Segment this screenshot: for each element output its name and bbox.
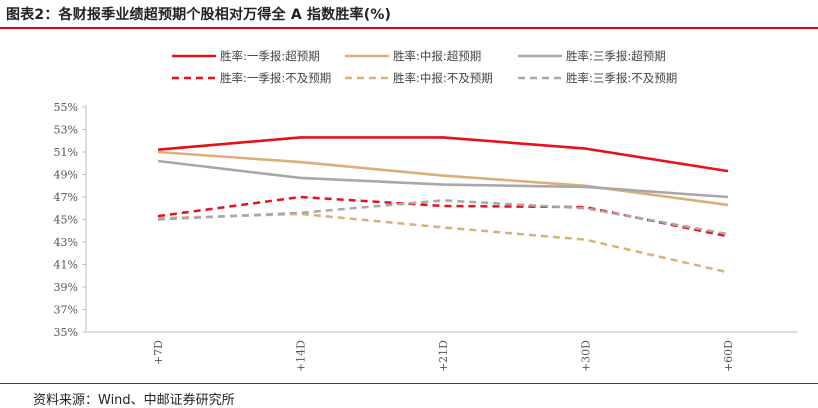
x-tick-label: +21D <box>437 340 450 372</box>
x-tick-label: +7D <box>152 340 165 365</box>
figure-title: 图表2：各财报季业绩超预期个股相对万得全 A 指数胜率(%) <box>6 7 392 23</box>
y-tick-label: 53% <box>54 124 78 137</box>
legend-label: 胜率:中报:超预期 <box>393 49 481 63</box>
title-rule <box>0 27 818 29</box>
footer-rule <box>0 383 818 384</box>
y-tick-label: 51% <box>54 146 78 159</box>
legend-label: 胜率:中报:不及预期 <box>393 71 493 85</box>
y-tick-label: 49% <box>54 169 78 182</box>
y-tick-label: 37% <box>54 304 78 317</box>
source-note: 资料来源：Wind、中邮证券研究所 <box>33 393 235 408</box>
series-line-3 <box>157 159 729 199</box>
chart-legend: 胜率:一季报:超预期 胜率:中报:超预期 胜率:三季报:超预期胜率:一季报:不及预期… <box>172 49 677 85</box>
y-tick-label: 45% <box>54 214 78 227</box>
y-tick-label: 43% <box>54 236 78 249</box>
x-tick-label: +30D <box>580 340 593 372</box>
x-tick-label: +14D <box>295 340 308 372</box>
series-line-1 <box>157 136 729 173</box>
y-tick-label: 39% <box>54 281 78 294</box>
series-line-5 <box>157 212 729 274</box>
plot-area <box>157 136 729 274</box>
x-tick-label: +60D <box>722 340 735 372</box>
series-line-2 <box>157 150 729 207</box>
x-axis: +7D +14D +21D +30D +60D <box>86 331 798 372</box>
y-tick-label: 55% <box>54 101 78 114</box>
line-chart: 胜率:一季报:超预期 胜率:中报:超预期 胜率:三季报:超预期胜率:一季报:不及预期… <box>54 49 798 372</box>
y-tick-label: 35% <box>54 326 78 339</box>
legend-label: 胜率:一季报:不及预期 <box>220 71 331 85</box>
legend-label: 胜率:三季报:超预期 <box>566 49 666 63</box>
legend-label: 胜率:一季报:超预期 <box>220 49 320 63</box>
legend-label: 胜率:三季报:不及预期 <box>566 71 677 85</box>
y-tick-label: 47% <box>54 191 78 204</box>
y-axis: 35% 37% 39% 41% 43% 45% 47% 49% 51% 53% 55% <box>54 101 87 339</box>
y-tick-label: 41% <box>54 259 78 272</box>
